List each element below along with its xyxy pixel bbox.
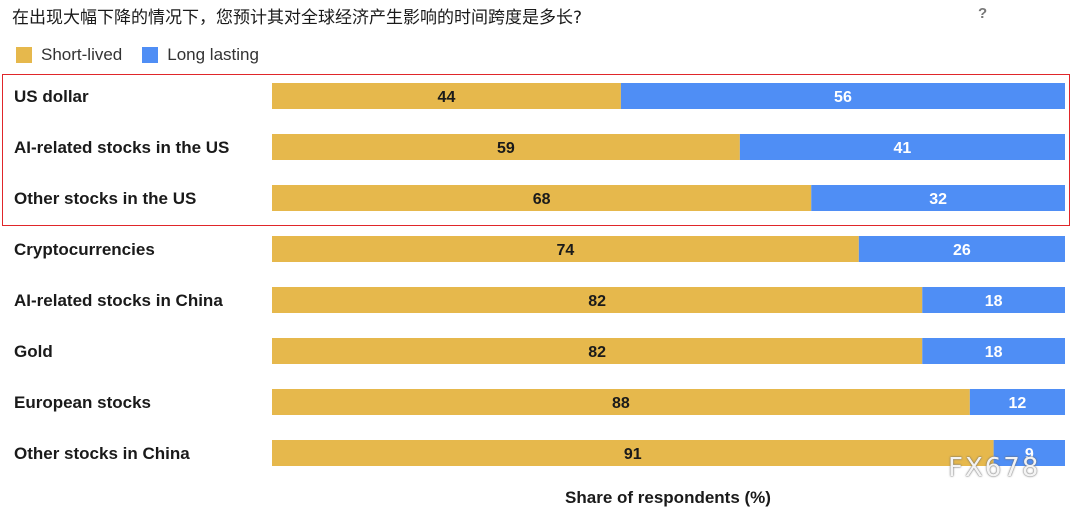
data-label-short-lived-us-dollar: 44 [438,89,456,106]
legend-label-long-lasting: Long lasting [167,45,259,64]
data-label-long-lasting-ai-related-stocks-in-china: 18 [985,293,1003,310]
bar-long-lasting-european-stocks [969,389,1065,415]
data-label-long-lasting-other-stocks-in-the-us: 32 [929,191,947,208]
category-label-european-stocks: European stocks [14,393,151,412]
data-label-short-lived-other-stocks-in-china: 91 [624,446,642,463]
bar-long-lasting-us-dollar [620,83,1065,109]
legend: Short-lived Long lasting [16,44,279,66]
data-label-long-lasting-ai-related-stocks-in-the-us: 41 [894,140,912,157]
data-label-short-lived-gold: 82 [588,344,606,361]
chart-title: 在出现大幅下降的情况下，您预计其对全球经济产生影响的时间跨度是多长? [12,8,583,28]
bar-short-lived-cryptocurrencies [272,236,859,262]
bar-short-lived-european-stocks [272,389,970,415]
data-label-long-lasting-european-stocks: 12 [1009,395,1027,412]
bar-short-lived-gold [272,338,923,364]
category-label-ai-related-stocks-in-china: AI-related stocks in China [14,291,223,310]
bar-short-lived-us-dollar [272,83,621,109]
legend-swatch-long-lasting [142,47,159,63]
category-label-ai-related-stocks-in-the-us: AI-related stocks in the US [14,138,229,157]
data-label-long-lasting-other-stocks-in-china: 9 [1025,446,1034,463]
legend-label-short-lived: Short-lived [41,45,123,64]
x-axis-label: Share of respondents (%) [565,488,771,507]
bar-long-lasting-gold [922,338,1065,364]
category-label-cryptocurrencies: Cryptocurrencies [14,240,155,259]
data-label-long-lasting-us-dollar: 56 [834,89,852,106]
category-label-other-stocks-in-the-us: Other stocks in the US [14,189,196,208]
highlight-box [2,74,1070,226]
watermark-logo: FX678 [948,453,1041,483]
bar-long-lasting-other-stocks-in-china [993,440,1065,466]
data-label-long-lasting-gold: 18 [985,344,1003,361]
bar-long-lasting-ai-related-stocks-in-the-us [739,134,1065,160]
category-label-gold: Gold [14,342,53,361]
bar-short-lived-other-stocks-in-china [272,440,994,466]
legend-item-long-lasting: Long lasting [142,45,259,65]
bar-long-lasting-cryptocurrencies [858,236,1065,262]
bar-long-lasting-ai-related-stocks-in-china [922,287,1065,313]
help-icon[interactable]: ? [978,5,988,22]
bar-short-lived-other-stocks-in-the-us [272,185,812,211]
data-label-short-lived-european-stocks: 88 [612,395,630,412]
data-label-short-lived-ai-related-stocks-in-the-us: 59 [497,140,515,157]
bar-short-lived-ai-related-stocks-in-china [272,287,923,313]
category-label-other-stocks-in-china: Other stocks in China [14,444,190,463]
category-label-us-dollar: US dollar [14,87,89,106]
data-label-short-lived-other-stocks-in-the-us: 68 [533,191,551,208]
bar-short-lived-ai-related-stocks-in-the-us [272,134,740,160]
bar-long-lasting-other-stocks-in-the-us [811,185,1065,211]
data-label-short-lived-ai-related-stocks-in-china: 82 [588,293,606,310]
data-label-short-lived-cryptocurrencies: 74 [557,242,575,259]
data-label-long-lasting-cryptocurrencies: 26 [953,242,971,259]
legend-swatch-short-lived [16,47,32,63]
legend-item-short-lived: Short-lived [16,45,122,65]
